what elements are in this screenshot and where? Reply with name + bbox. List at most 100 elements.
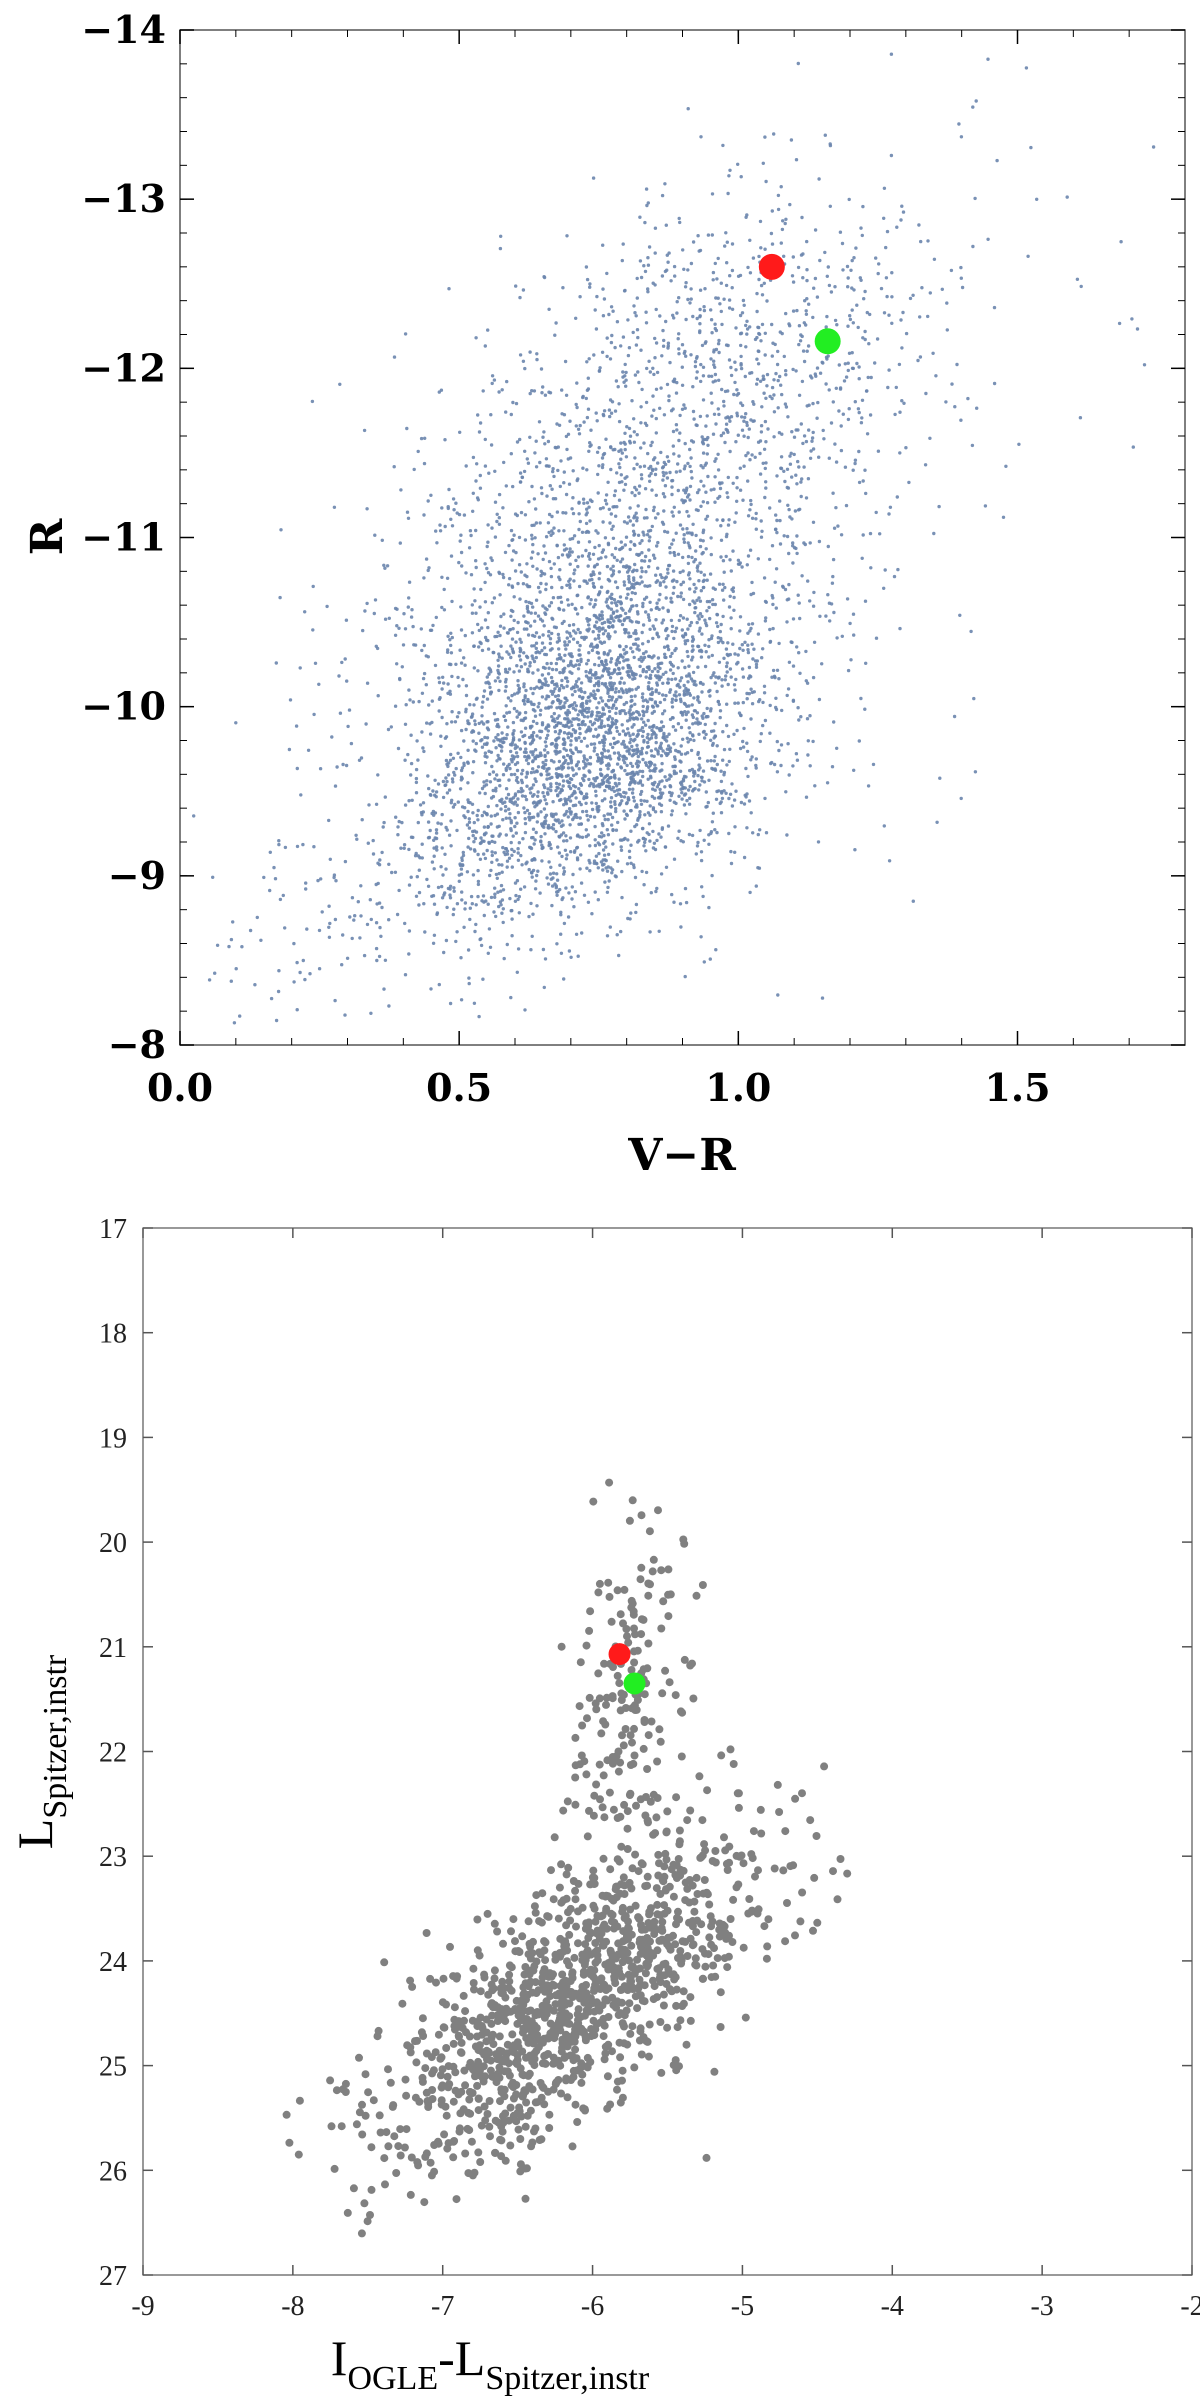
- data-point: [709, 831, 713, 836]
- data-point: [805, 268, 809, 272]
- data-point: [570, 507, 574, 511]
- data-point: [679, 710, 683, 715]
- top-data-points: [192, 52, 1156, 1025]
- data-point: [664, 865, 669, 869]
- data-point: [434, 831, 439, 835]
- data-point: [830, 765, 835, 769]
- data-point: [775, 530, 779, 535]
- data-point: [426, 884, 431, 888]
- data-point: [791, 544, 795, 548]
- data-point: [527, 812, 532, 816]
- data-point: [831, 574, 835, 579]
- data-point: [681, 527, 685, 531]
- data-point: [546, 751, 550, 755]
- data-point: [466, 719, 470, 723]
- data-point: [724, 664, 729, 669]
- data-point: [797, 393, 802, 397]
- data-point: [630, 491, 634, 495]
- data-point: [806, 477, 811, 481]
- data-point: [618, 711, 622, 716]
- data-point: [648, 559, 652, 563]
- data-point: [511, 627, 515, 631]
- data-point: [588, 498, 593, 502]
- data-point: [625, 813, 629, 818]
- data-point: [600, 778, 605, 783]
- data-point: [686, 740, 690, 744]
- data-point: [668, 551, 672, 555]
- data-point: [349, 741, 354, 746]
- data-point: [715, 277, 719, 281]
- data-point: [683, 639, 687, 643]
- data-point: [597, 711, 601, 715]
- data-point: [327, 925, 331, 929]
- data-point: [685, 495, 690, 499]
- data-point: [713, 500, 717, 504]
- data-point: [632, 576, 636, 580]
- data-point: [730, 307, 735, 311]
- data-point: [758, 828, 762, 832]
- data-point: [716, 342, 721, 346]
- data-point: [701, 539, 705, 543]
- data-point: [623, 711, 628, 716]
- data-point: [624, 644, 628, 649]
- data-point: [607, 672, 611, 677]
- data-point: [584, 730, 588, 734]
- data-point: [940, 287, 944, 291]
- data-point: [687, 514, 691, 518]
- data-point: [240, 945, 244, 949]
- data-point: [570, 602, 574, 606]
- data-point: [485, 544, 489, 549]
- data-point: [615, 719, 619, 723]
- data-point: [635, 433, 639, 437]
- data-point: [861, 204, 865, 209]
- data-point: [867, 342, 871, 346]
- data-point: [503, 804, 508, 809]
- data-point: [556, 632, 561, 637]
- data-point: [626, 658, 630, 662]
- data-point: [608, 676, 613, 680]
- data-point: [486, 720, 490, 724]
- data-point: [672, 636, 676, 641]
- data-point: [422, 643, 426, 648]
- data-point: [543, 551, 548, 555]
- data-point: [504, 833, 508, 837]
- data-point: [509, 797, 514, 801]
- data-point: [802, 465, 806, 469]
- data-point: [969, 629, 973, 634]
- data-point: [728, 558, 732, 562]
- data-point: [600, 456, 605, 460]
- data-point: [648, 627, 652, 631]
- data-point: [654, 416, 658, 421]
- data-point: [539, 810, 543, 814]
- data-point: [444, 938, 449, 943]
- data-point: [598, 571, 602, 575]
- data-point: [509, 452, 513, 456]
- data-point: [699, 504, 703, 508]
- data-point: [676, 552, 681, 556]
- data-point: [692, 774, 696, 778]
- data-point: [343, 1013, 347, 1017]
- data-point: [672, 264, 677, 269]
- data-point: [580, 530, 585, 534]
- data-point: [664, 670, 668, 674]
- data-point: [795, 551, 799, 556]
- data-point: [558, 863, 562, 867]
- data-point: [525, 627, 529, 631]
- data-point: [728, 274, 732, 278]
- data-point: [608, 776, 612, 780]
- data-point: [669, 409, 674, 413]
- data-point: [731, 642, 735, 646]
- data-point: [632, 430, 636, 434]
- data-point: [745, 563, 749, 567]
- data-point: [288, 698, 293, 702]
- data-point: [683, 974, 687, 979]
- data-point: [393, 870, 398, 874]
- data-point: [654, 735, 658, 740]
- data-point: [496, 733, 500, 737]
- data-point: [697, 579, 701, 583]
- data-point: [719, 538, 724, 542]
- data-point: [725, 723, 729, 728]
- data-point: [584, 548, 588, 553]
- data-point: [654, 733, 658, 737]
- data-point: [846, 276, 850, 280]
